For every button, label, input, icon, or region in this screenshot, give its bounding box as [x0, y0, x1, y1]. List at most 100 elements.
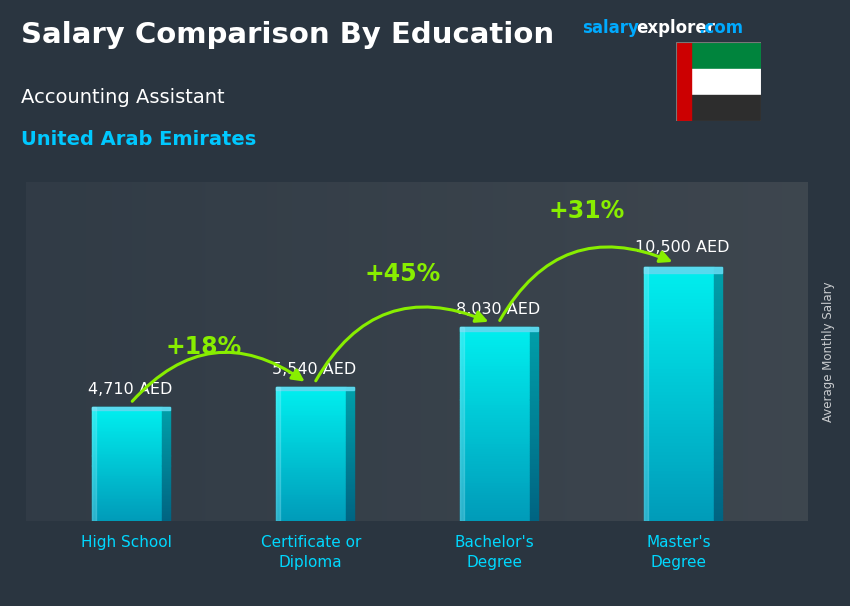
Bar — [530, 473, 538, 475]
Bar — [643, 353, 714, 356]
Bar — [460, 461, 530, 463]
Bar — [92, 411, 162, 413]
Bar — [460, 444, 530, 446]
Bar — [162, 421, 170, 423]
Bar — [714, 410, 722, 413]
Bar — [460, 353, 530, 356]
Bar — [275, 501, 346, 503]
Bar — [275, 445, 346, 447]
Text: explorer: explorer — [636, 19, 715, 38]
Text: .com: .com — [699, 19, 744, 38]
Bar — [460, 509, 530, 511]
Bar — [162, 420, 170, 421]
Bar — [530, 341, 538, 344]
Bar — [714, 282, 722, 285]
Bar — [714, 311, 722, 315]
Bar — [92, 445, 162, 447]
Bar — [275, 449, 346, 451]
Bar — [714, 362, 722, 365]
Bar — [92, 471, 162, 473]
Bar — [92, 425, 162, 427]
Bar — [92, 442, 162, 444]
Bar — [460, 341, 530, 344]
Bar — [162, 416, 170, 417]
Bar — [460, 507, 530, 509]
Bar — [714, 302, 722, 305]
Bar — [275, 422, 346, 424]
Bar — [92, 510, 162, 511]
Bar — [275, 494, 346, 496]
Bar — [346, 488, 354, 489]
Bar — [530, 490, 538, 492]
Bar — [346, 513, 354, 514]
Bar — [714, 273, 722, 276]
Bar — [92, 438, 162, 440]
Bar — [346, 424, 354, 425]
Bar — [460, 468, 530, 470]
Bar — [714, 397, 722, 400]
Bar — [643, 429, 714, 432]
Bar — [92, 482, 162, 484]
Bar — [530, 458, 538, 461]
Bar — [92, 420, 162, 421]
Bar — [714, 327, 722, 330]
Bar — [714, 400, 722, 404]
Bar — [346, 408, 354, 410]
Bar — [346, 469, 354, 471]
Bar — [460, 334, 530, 336]
Bar — [714, 318, 722, 321]
Bar — [92, 456, 162, 457]
Bar — [162, 500, 170, 501]
Bar — [162, 502, 170, 504]
Bar — [92, 487, 162, 488]
Bar — [460, 480, 530, 482]
Bar — [643, 378, 714, 381]
Bar — [162, 438, 170, 440]
Bar — [275, 387, 354, 390]
Bar — [714, 276, 722, 279]
Bar — [275, 458, 346, 459]
Bar — [346, 452, 354, 454]
Bar — [275, 417, 346, 419]
Bar — [275, 473, 346, 474]
Bar — [530, 395, 538, 397]
Bar — [92, 518, 162, 520]
Bar — [162, 491, 170, 493]
Bar — [460, 390, 530, 392]
Bar — [92, 516, 162, 517]
Bar — [714, 308, 722, 311]
Bar — [162, 464, 170, 465]
Bar — [346, 476, 354, 478]
Bar — [346, 519, 354, 521]
Bar — [714, 384, 722, 388]
Bar — [346, 397, 354, 399]
Bar — [530, 373, 538, 375]
Bar — [275, 419, 346, 421]
Bar — [530, 485, 538, 487]
Bar — [162, 441, 170, 442]
Bar — [346, 387, 354, 388]
Bar — [643, 273, 714, 276]
Bar — [643, 514, 714, 518]
Bar — [346, 442, 354, 444]
Bar — [92, 511, 162, 513]
Bar — [714, 340, 722, 343]
Bar — [643, 343, 714, 346]
Bar — [643, 505, 714, 508]
Bar — [346, 467, 354, 469]
Bar — [275, 467, 346, 469]
Bar — [460, 361, 530, 363]
Bar — [714, 489, 722, 493]
Bar — [460, 451, 530, 453]
Bar — [92, 427, 162, 428]
Bar — [530, 356, 538, 358]
Bar — [346, 489, 354, 491]
Bar — [530, 421, 538, 424]
Bar — [691, 42, 761, 68]
Bar — [460, 375, 530, 378]
Bar — [92, 437, 162, 438]
Bar — [275, 488, 346, 489]
Bar — [530, 397, 538, 399]
Bar — [530, 516, 538, 519]
Bar — [643, 407, 714, 410]
